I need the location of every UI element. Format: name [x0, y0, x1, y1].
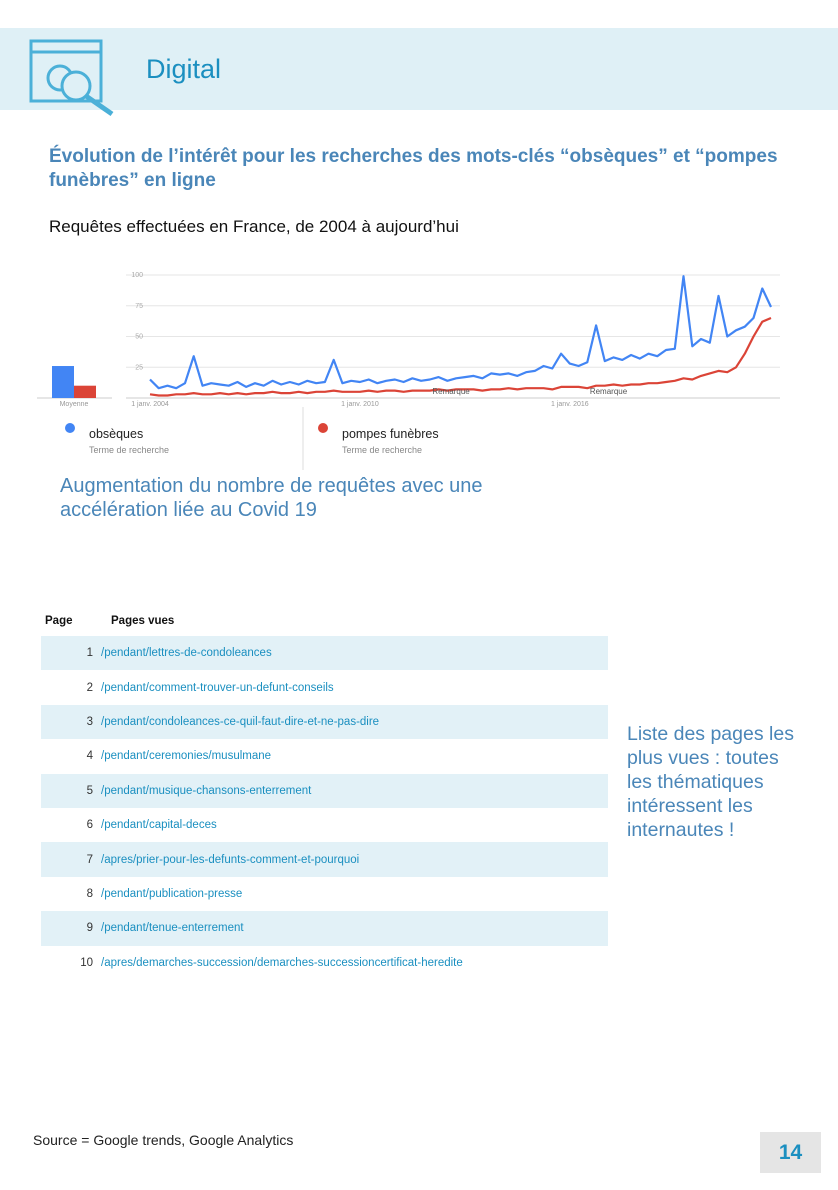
chart-note: Augmentation du nombre de requêtes avec …: [60, 475, 483, 521]
page-path: /pendant/comment-trouver-un-defunt-conse…: [101, 681, 334, 694]
header-title: Digital: [146, 54, 222, 84]
table-row: 6/pendant/capital-deces: [41, 808, 608, 842]
page-number: 14: [760, 1132, 821, 1173]
average-bar: [74, 385, 96, 398]
series-line: [149, 316, 772, 397]
page-path: /pendant/lettres-de-condoleances: [101, 636, 608, 671]
table-row: 7/apres/prier-pour-les-defunts-comment-e…: [41, 842, 608, 877]
y-tick-label: 25: [135, 364, 143, 371]
row-rank: 3: [41, 704, 101, 740]
y-tick-label: 100: [131, 272, 143, 279]
page-path: /pendant/tenue-enterrement: [101, 911, 608, 946]
page-path: /pendant/publication-presse: [101, 887, 243, 900]
table-row: 2/pendant/comment-trouver-un-defunt-cons…: [41, 670, 608, 704]
table-row: 4/pendant/ceremonies/musulmane: [41, 739, 608, 773]
table-row: 10/apres/demarches-succession/demarches-…: [41, 946, 608, 980]
column-header: Page: [45, 615, 73, 627]
legend-subtitle: Terme de recherche: [342, 445, 422, 455]
legend-marker: [318, 423, 328, 433]
page-path: /apres/demarches-succession/demarches-su…: [101, 956, 463, 969]
table-row: 3/pendant/condoleances-ce-quil-faut-dire…: [41, 704, 608, 740]
average-label: Moyenne: [60, 401, 89, 408]
icon: [29, 39, 114, 117]
row-rank: 9: [41, 911, 101, 946]
annotation: Remarque: [432, 387, 470, 396]
x-tick-label: 1 janv. 2016: [551, 401, 589, 408]
source: Source = Google trends, Google Analytics: [33, 1132, 294, 1148]
page-path: /pendant/musique-chansons-enterrement: [101, 773, 608, 808]
table: Page Pages vues 1/pendant/lettres-de-cond…: [41, 610, 608, 980]
x-tick-label: 1 janv. 2004: [131, 401, 169, 408]
x-tick-label: 1 janv. 2010: [341, 401, 379, 408]
legend-marker: [65, 423, 75, 433]
page-path: /pendant/condoleances-ce-quil-faut-dire-…: [101, 704, 608, 740]
average-bar: [52, 366, 74, 398]
series-line: [149, 275, 772, 390]
heading: Évolution de l’intérêt pour les recherch…: [49, 146, 778, 191]
y-tick-label: 50: [135, 334, 143, 341]
annotation: Remarque: [590, 387, 628, 396]
table-row: 9/pendant/tenue-enterrement: [41, 911, 608, 946]
header-band: [0, 28, 838, 110]
column-header: Pages vues: [111, 615, 175, 627]
y-tick-label: 75: [135, 303, 143, 310]
legend-label: obsèques: [89, 427, 143, 441]
legend-label: pompes funèbres: [342, 427, 439, 441]
row-rank: 1: [41, 636, 101, 671]
row-rank: 5: [41, 773, 101, 808]
row-rank: 8: [86, 887, 93, 900]
legend-subtitle: Terme de recherche: [89, 445, 169, 455]
side-note: Liste des pages les plus vues : toutes l…: [627, 723, 794, 841]
table-row: 1/pendant/lettres-de-condoleances: [41, 636, 608, 671]
row-rank: 4: [86, 750, 93, 763]
row-rank: 7: [41, 842, 101, 877]
row-rank: 2: [86, 681, 93, 694]
table-row: 5/pendant/musique-chansons-enterrement: [41, 773, 608, 808]
page-path: /pendant/capital-deces: [101, 819, 217, 832]
row-rank: 6: [86, 819, 93, 832]
page-path: /apres/prier-pour-les-defunts-comment-et…: [101, 842, 608, 877]
table-row: 8/pendant/publication-presse: [41, 877, 608, 911]
page-path: /pendant/ceremonies/musulmane: [101, 750, 272, 763]
row-rank: 10: [80, 956, 93, 969]
subheading: Requêtes effectuées en France, de 2004 à…: [49, 217, 459, 236]
chart: 25 50 75 100 1 janv. 2004 1 janv. 2010 1 janv.…: [37, 272, 780, 470]
